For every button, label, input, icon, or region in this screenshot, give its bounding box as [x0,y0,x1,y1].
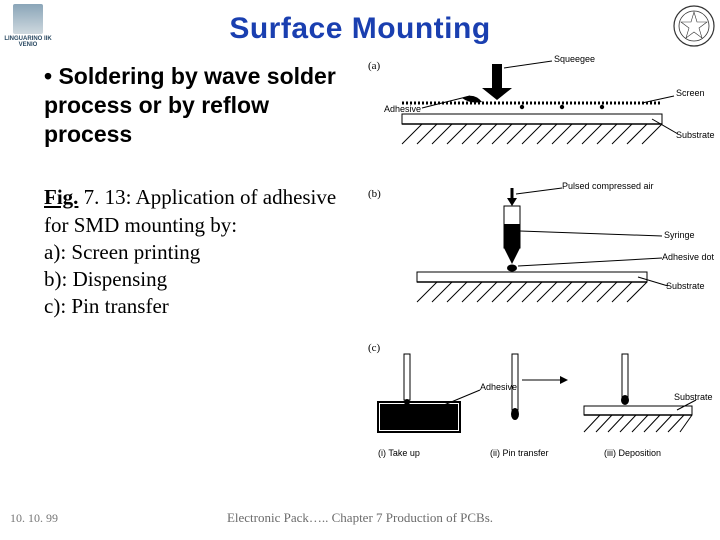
institution-logo-left: LINGUARINO IIK VENIO [4,4,52,56]
panel-c-svg [362,340,712,480]
label-screen: Screen [676,88,705,98]
panel-a-tag: (a) [368,60,380,72]
left-text-column: • Soldering by wave solder process or by… [44,62,354,321]
label-air: Pulsed compressed air [562,182,662,191]
figure-7-13: (a) [362,58,712,478]
label-syringe: Syringe [664,230,695,240]
label-adhesive-dot: Adhesive dot [662,252,714,262]
panel-b-svg [362,186,712,331]
institution-logo-right [672,4,716,48]
label-adhesive-c: Adhesive [480,382,517,392]
label-substrate-b: Substrate [666,281,705,291]
fig-label: Fig. [44,185,78,209]
panel-c-tag: (c) [368,342,380,354]
label-c-ii: (ii) Pin transfer [490,448,549,458]
panel-a: (a) [362,58,712,178]
caption-item-b: b): Dispensing [44,266,354,293]
label-c-i: (i) Take up [378,448,420,458]
panel-a-svg [362,58,712,178]
label-substrate-c: Substrate [674,392,713,402]
footer-chapter: Electronic Pack….. Chapter 7 Production … [0,510,720,526]
slide-title: Surface Mounting [0,0,720,46]
label-squeegee: Squeegee [554,54,595,64]
panel-b: (b) [362,186,712,331]
bullet-point: • Soldering by wave solder process or by… [44,62,354,148]
logo-left-text: LINGUARINO IIK VENIO [4,36,52,48]
logo-left-graphic [13,4,43,34]
fig-number: 7. 13: [84,185,132,209]
label-adhesive-a: Adhesive [384,104,421,114]
figure-caption: Fig. 7. 13: Application of adhesive for … [44,184,354,320]
label-substrate-a: Substrate [676,130,715,140]
caption-item-c: c): Pin transfer [44,293,354,320]
label-c-iii: (iii) Deposition [604,448,661,458]
panel-b-tag: (b) [368,188,381,200]
panel-c: (c) [362,340,712,480]
caption-item-a: a): Screen printing [44,239,354,266]
